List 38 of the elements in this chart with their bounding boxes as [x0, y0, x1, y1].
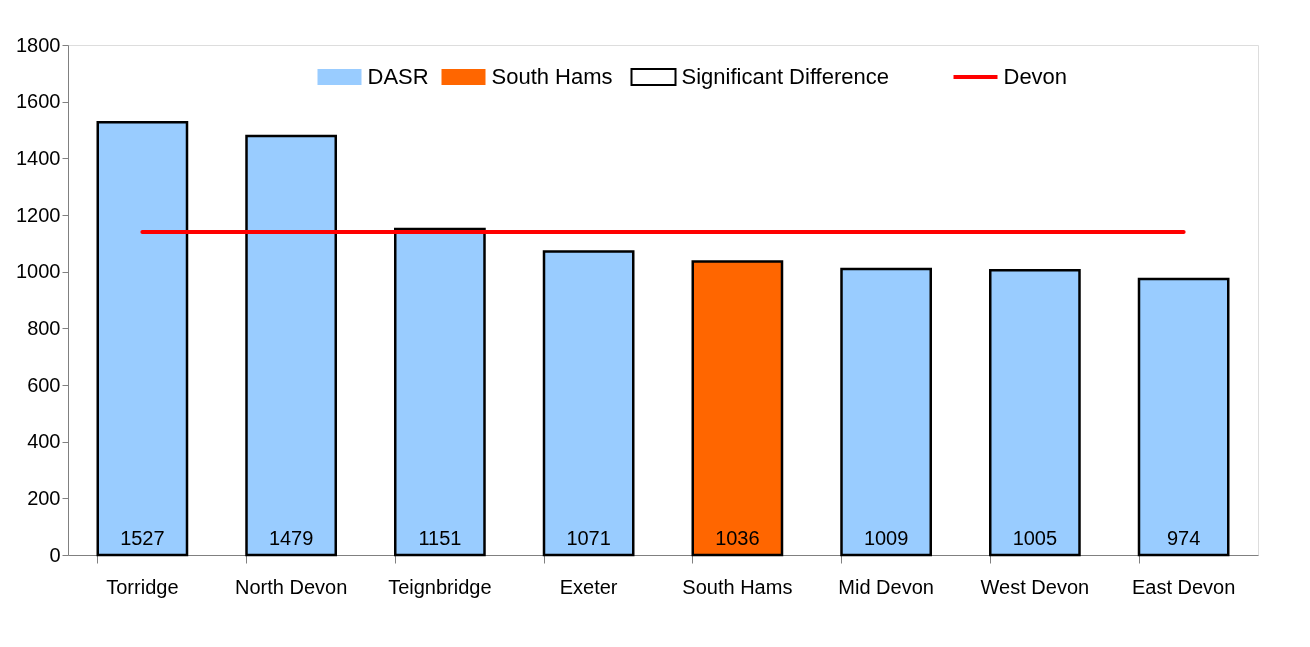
x-tick-label: North Devon — [234, 575, 348, 598]
x-tick-label: East Devon — [1131, 575, 1236, 598]
y-tick-label: 800 — [27, 316, 61, 339]
y-tick-label: 200 — [27, 486, 61, 509]
x-tick-label: West Devon — [980, 575, 1090, 598]
bar — [691, 260, 784, 557]
bar — [1137, 277, 1230, 557]
bar — [542, 250, 635, 557]
y-tick-label: 0 — [49, 543, 61, 566]
y-tick-label: 600 — [27, 373, 61, 396]
legend-label: Devon — [1003, 64, 1068, 89]
y-tick-label: 1200 — [16, 203, 61, 226]
bar — [96, 121, 189, 557]
y-tick-label: 1400 — [16, 146, 61, 169]
data-label: 1479 — [268, 527, 314, 549]
y-tick-label: 400 — [27, 430, 61, 453]
data-label: 1005 — [1012, 527, 1058, 549]
x-tick-label: Teignbridge — [388, 575, 492, 598]
x-tick-label: Torridge — [106, 575, 179, 598]
bar — [245, 134, 337, 557]
bar — [840, 267, 932, 557]
legend-label: South Hams — [491, 64, 613, 89]
annotation: Significant Difference — [681, 64, 889, 89]
y-tick-label: 1800 — [16, 33, 61, 56]
data-label: 1009 — [863, 527, 909, 549]
x-tick-label: Mid Devon — [838, 575, 934, 598]
data-label: 974 — [1166, 527, 1201, 549]
legend-label: DASR — [367, 64, 429, 89]
y-tick-label: 1600 — [16, 90, 61, 113]
data-label: 1527 — [120, 527, 165, 549]
data-label: 1151 — [418, 527, 462, 549]
y-tick-label: 1000 — [16, 260, 61, 283]
data-label: 1036 — [715, 527, 760, 549]
x-tick-label: Exeter — [559, 575, 618, 598]
x-tick-label: South Hams — [682, 575, 793, 598]
bar — [394, 227, 486, 557]
bar — [989, 269, 1081, 557]
data-label: 1071 — [566, 527, 611, 549]
